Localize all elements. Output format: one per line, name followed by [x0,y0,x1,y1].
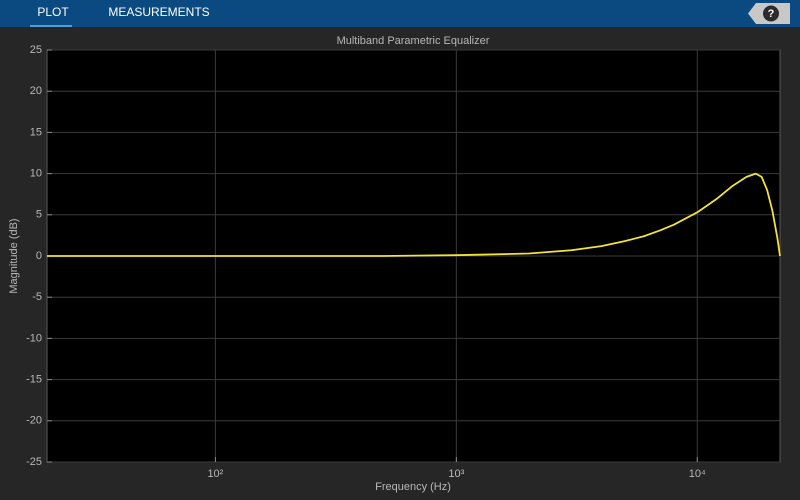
y-tick-label: -15 [26,374,42,386]
y-tick-label: 20 [30,85,42,97]
help-button[interactable]: ? [768,8,775,20]
active-tab-indicator [30,25,72,27]
chart-title: Multiband Parametric Equalizer [337,35,490,47]
y-tick-label: 15 [30,126,42,138]
y-tick-label: 0 [36,250,42,262]
plot-tab[interactable]: PLOT [37,5,69,19]
y-tick-label: -25 [26,456,42,468]
help-icon[interactable] [763,5,779,22]
y-tick-label: 25 [30,44,42,56]
y-tick-label: -5 [32,291,42,303]
toolbar [0,0,800,27]
x-tick-label: 10² [207,468,223,480]
y-axis-label: Magnitude (dB) [8,218,20,293]
data-line [47,172,781,257]
y-tick-label: 5 [36,209,42,221]
y-tick-label: 10 [30,168,42,180]
x-tick-label: 10⁴ [689,468,706,480]
y-tick-label: -10 [26,332,42,344]
measurements-tab[interactable]: MEASUREMENTS [108,5,209,19]
y-tick-label: -20 [26,415,42,427]
x-axis-label: Frequency (Hz) [375,481,451,493]
x-tick-label: 10³ [448,468,464,480]
